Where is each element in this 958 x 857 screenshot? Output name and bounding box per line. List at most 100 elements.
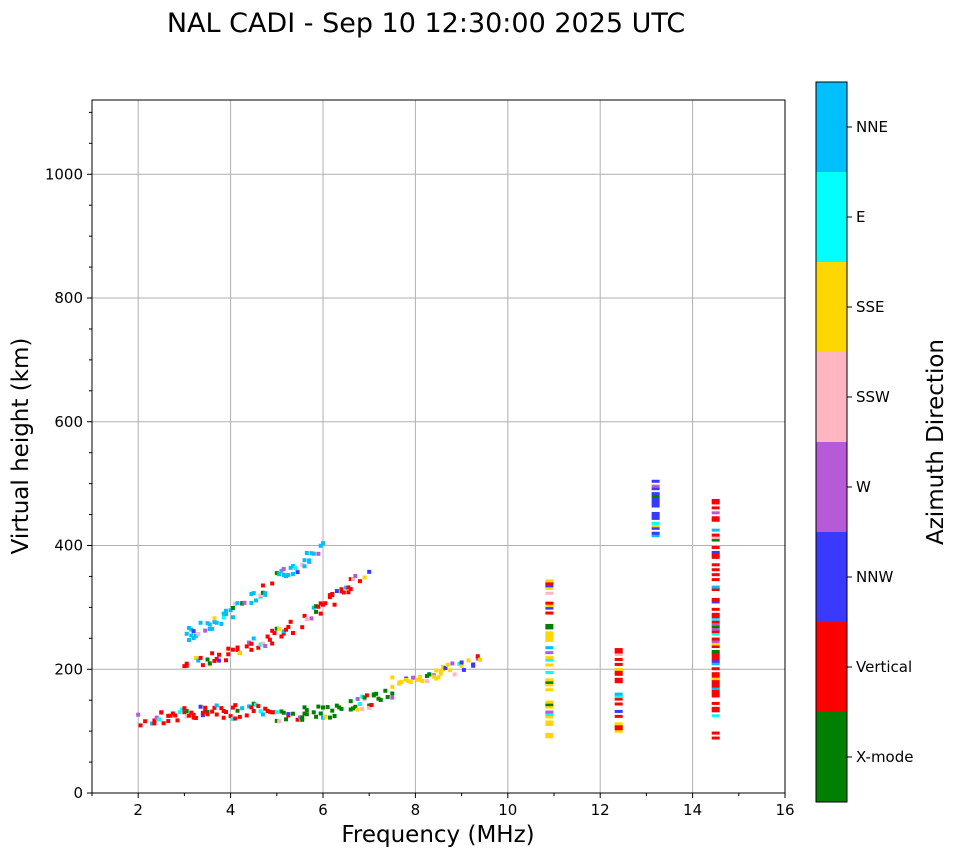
data-point [210,709,215,714]
data-points [136,479,720,740]
data-point [309,551,314,556]
data-point [302,711,307,716]
grid-lines [92,100,786,794]
data-point [187,626,192,631]
data-point [452,672,457,677]
data-point [711,701,720,705]
data-point [711,536,720,540]
data-point [230,716,235,721]
data-point [166,719,171,724]
data-point [466,658,471,663]
data-point [168,713,173,718]
data-point [711,674,720,678]
data-point [237,650,242,655]
data-point [711,659,720,663]
data-point [200,713,205,718]
data-point [334,589,339,594]
colorbar-label: Azimuth Direction [923,339,949,545]
data-point [545,626,554,630]
data-point [314,604,319,609]
data-point [364,693,369,698]
data-point [711,563,720,567]
data-point [353,574,358,579]
x-tick-label: 6 [318,801,328,819]
data-point [272,710,277,715]
data-point [545,606,554,610]
data-point [415,677,420,682]
data-point [307,559,312,564]
data-point [323,714,328,719]
data-point [445,662,450,667]
data-point [711,662,720,666]
data-point [284,627,289,632]
data-point [156,717,161,722]
data-point [711,585,720,589]
data-point [367,569,372,574]
data-point [187,638,192,643]
data-point [184,714,189,719]
data-point [614,724,623,728]
data-point [545,611,554,615]
data-point [240,601,245,606]
data-point [434,676,439,681]
data-point [711,528,720,532]
axes: 2 4 6 8 10 12 14 16 0 200 400 600 800 1000 [45,111,795,819]
data-point [325,705,330,710]
data-point [196,658,201,663]
data-point [166,713,171,718]
data-point [711,689,720,693]
data-point [251,701,256,706]
data-point [150,721,155,726]
data-point [450,661,455,666]
data-point [302,705,307,710]
data-point [711,607,720,611]
data-point [260,712,265,717]
data-point [290,564,295,569]
data-point [270,581,275,586]
data-point [614,714,623,718]
data-point [196,631,201,636]
data-point [475,656,480,661]
data-point [614,667,623,671]
data-point [353,704,358,709]
data-point [249,641,254,646]
data-point [614,657,623,661]
data-point [545,604,554,608]
data-point [205,712,210,717]
data-point [189,710,194,715]
data-point [424,674,429,679]
data-point [478,657,483,662]
data-point [651,504,660,508]
data-point [249,705,254,710]
data-point [711,706,720,710]
data-point [170,711,175,716]
data-point [279,709,284,714]
data-point [362,575,367,580]
data-point [311,551,316,556]
data-point [351,577,356,582]
data-point [221,615,226,620]
data-point [711,533,720,537]
data-point [711,682,720,686]
data-point [711,684,720,688]
data-point [711,679,720,683]
data-point [254,702,259,707]
data-point [281,631,286,636]
data-point [711,731,720,735]
data-point [247,704,252,709]
data-point [711,506,720,510]
data-point [420,678,425,683]
data-point [267,637,272,642]
data-point [304,708,309,713]
data-point [418,675,423,680]
data-point [233,601,238,606]
data-point [390,695,395,700]
data-point [274,710,279,715]
data-point [545,601,554,605]
x-tick-label: 4 [226,801,236,819]
data-point [334,703,339,708]
data-point [212,658,217,663]
data-point [256,645,261,650]
data-point [651,502,660,506]
data-point [228,714,233,719]
